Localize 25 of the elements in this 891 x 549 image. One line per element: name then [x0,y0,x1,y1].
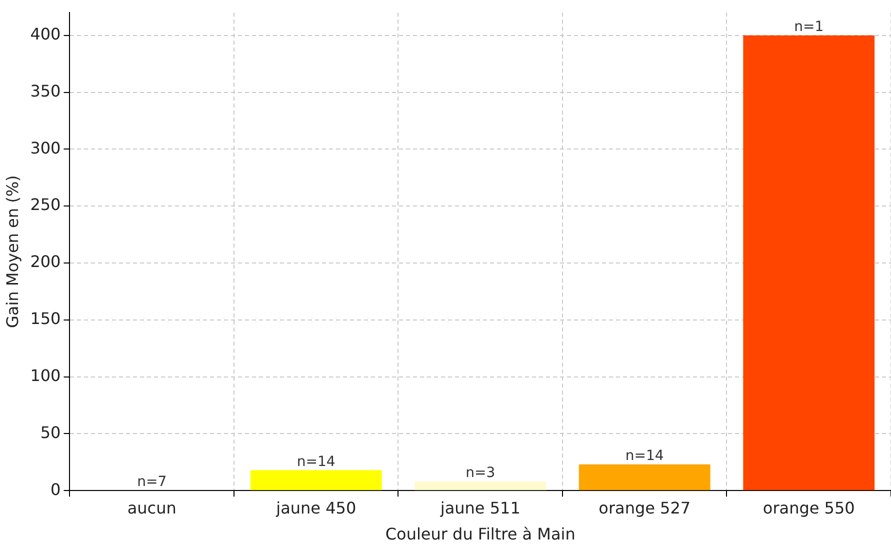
x-axis-title: Couleur du Filtre à Main [385,524,576,544]
annotation: n=1 [794,19,824,36]
y-tick-label: 300 [30,138,61,158]
x-tick-label: orange 550 [762,498,855,518]
bar [578,464,710,490]
y-axis-title: Gain Moyen en (%) [2,175,22,328]
bar [250,470,382,490]
y-tick-label: 400 [30,24,61,44]
annotation: n=14 [625,448,664,464]
bar [743,35,875,490]
x-tick-label: jaune 450 [275,498,356,518]
y-tick-label: 200 [30,252,61,272]
x-tick-label: orange 527 [598,498,691,518]
annotation: n=7 [137,474,167,490]
y-tick-label: 350 [30,81,61,100]
x-tick-label: aucun [127,498,176,518]
y-tick-label: 150 [30,309,61,328]
annotation: n=14 [296,454,336,470]
y-tick-label: 100 [30,366,61,385]
y-tick-label: 250 [30,195,61,214]
bar [414,481,546,490]
annotation: n=3 [466,465,496,482]
y-tick-label: 0 [50,480,61,499]
y-tick-label: 50 [40,422,61,442]
x-tick-label: jaune 511 [439,498,520,518]
